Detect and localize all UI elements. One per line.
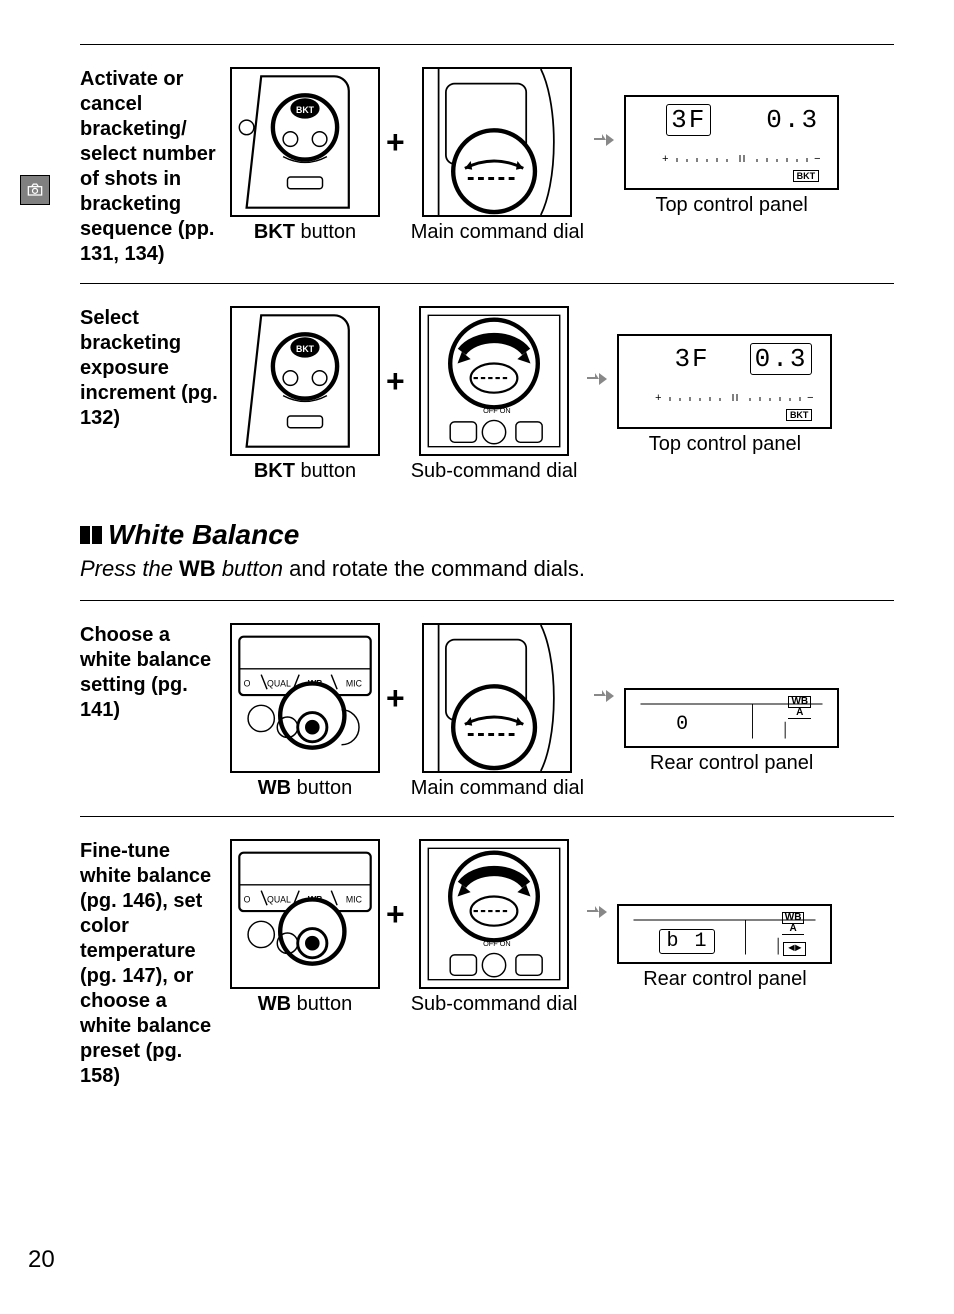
figure-group: BKT BKT button +: [230, 306, 894, 483]
section-instruction: Press the WB button and rotate the comma…: [80, 555, 894, 584]
figure: O QUAL WB MIC WB button: [230, 839, 380, 1016]
figure: 3F 0.3 + −: [617, 334, 832, 456]
svg-text:OFF ON: OFF ON: [483, 939, 511, 948]
arrow-icon: [592, 684, 616, 713]
divider: [80, 283, 894, 284]
svg-text:+: +: [662, 154, 669, 164]
caption: Top control panel: [649, 433, 801, 456]
svg-text:BKT: BKT: [296, 344, 315, 354]
figure: 3F 0.3 + −: [624, 95, 839, 217]
caption: Rear control panel: [643, 968, 806, 991]
svg-text:+: +: [655, 393, 662, 403]
page-number: 20: [28, 1246, 55, 1274]
table-row: Fine-tune white balance (pg. 146), set c…: [80, 821, 894, 1101]
figure: Main command dial: [411, 623, 584, 800]
table-row: Select bracketing exposure increment (pg…: [80, 288, 894, 495]
svg-text:QUAL: QUAL: [267, 894, 291, 904]
bkt-button-diagram: BKT: [230, 306, 380, 456]
figure-group: O QUAL WB MIC WB button +: [230, 839, 894, 1016]
plus-icon: +: [386, 896, 405, 933]
table-row: Activate or cancel bracketing/ select nu…: [80, 49, 894, 279]
bkt-button-diagram: BKT: [230, 67, 380, 217]
rear-lcd-display: WBA b 1 ◄►: [617, 904, 832, 964]
caption: BKT button: [254, 221, 356, 244]
figure: BKT BKT button: [230, 67, 380, 244]
svg-text:−: −: [807, 393, 814, 403]
figure: O QUAL WB MIC WB button: [230, 623, 380, 800]
row-description: Select bracketing exposure increment (pg…: [80, 306, 230, 431]
caption: Rear control panel: [650, 752, 813, 775]
row-description: Choose a white balance setting (pg. 141): [80, 623, 230, 723]
arrow-icon: [585, 900, 609, 929]
sub-dial-diagram: OFF ON: [419, 839, 569, 989]
plus-icon: +: [386, 680, 405, 717]
main-dial-diagram: [422, 623, 572, 773]
divider: [80, 600, 894, 601]
figure: OFF ON Sub-command dial: [411, 839, 578, 1016]
main-dial-diagram: [422, 67, 572, 217]
plus-icon: +: [386, 363, 405, 400]
caption: Sub-command dial: [411, 993, 578, 1016]
svg-text:−: −: [814, 154, 821, 164]
heading-marker-icon: [80, 526, 102, 544]
sub-dial-diagram: OFF ON: [419, 306, 569, 456]
top-lcd-display: 3F 0.3 + −: [624, 95, 839, 190]
svg-text:QUAL: QUAL: [267, 678, 291, 688]
row-description: Fine-tune white balance (pg. 146), set c…: [80, 839, 230, 1089]
svg-text:MIC: MIC: [346, 678, 362, 688]
arrow-icon: [592, 128, 616, 157]
direction-icon: ◄►: [783, 942, 806, 956]
caption: WB button: [258, 993, 353, 1016]
wb-button-diagram: O QUAL WB MIC: [230, 623, 380, 773]
svg-text:OFF ON: OFF ON: [483, 406, 511, 415]
svg-text:BKT: BKT: [296, 105, 315, 115]
divider: [80, 44, 894, 45]
svg-text:O: O: [244, 678, 251, 688]
wb-button-diagram: O QUAL WB MIC: [230, 839, 380, 989]
svg-text:MIC: MIC: [346, 894, 362, 904]
divider: [80, 816, 894, 817]
figure: OFF ON Sub-command dial: [411, 306, 578, 483]
caption: BKT button: [254, 460, 356, 483]
figure: BKT BKT button: [230, 306, 380, 483]
table-row: Choose a white balance setting (pg. 141)…: [80, 605, 894, 812]
svg-text:O: O: [244, 894, 251, 904]
top-lcd-display: 3F 0.3 + −: [617, 334, 832, 429]
camera-tab-icon: [25, 180, 45, 200]
section-title: White Balance: [108, 519, 299, 551]
arrow-icon: [585, 367, 609, 396]
row-description: Activate or cancel bracketing/ select nu…: [80, 67, 230, 267]
figure: WBA b 1 ◄► Rear control panel: [617, 864, 832, 991]
caption: Main command dial: [411, 777, 584, 800]
caption: Sub-command dial: [411, 460, 578, 483]
figure: Main command dial: [411, 67, 584, 244]
section-heading: White Balance: [80, 519, 894, 551]
figure-group: BKT BKT button +: [230, 67, 894, 244]
figure: WBA 0 Rear control panel: [624, 648, 839, 775]
caption: Main command dial: [411, 221, 584, 244]
figure-group: O QUAL WB MIC WB button +: [230, 623, 894, 800]
side-tab-icon: [20, 175, 50, 205]
caption: Top control panel: [655, 194, 807, 217]
caption: WB button: [258, 777, 353, 800]
rear-lcd-display: WBA 0: [624, 688, 839, 748]
plus-icon: +: [386, 124, 405, 161]
